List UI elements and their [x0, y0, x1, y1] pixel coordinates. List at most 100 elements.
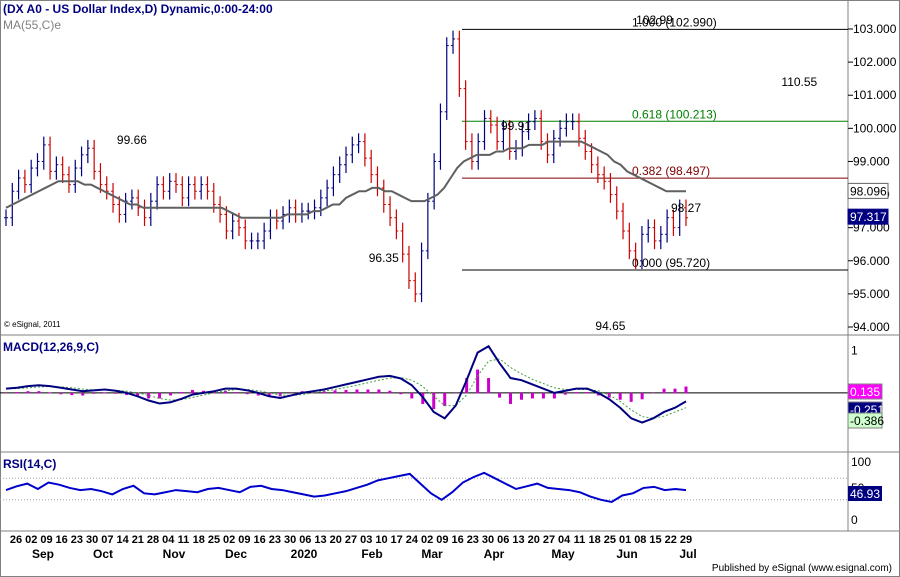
price-annotation: 99.66: [117, 133, 147, 147]
macd-histogram-bar: [92, 392, 96, 394]
macd-histogram-bar: [245, 392, 249, 395]
x-day-label: 22: [665, 534, 677, 546]
fib-level-label: 0.618 (100.213): [632, 107, 717, 121]
x-day-label: 25: [604, 534, 616, 546]
macd-histogram-bar: [684, 386, 688, 394]
price-annotation: 96.35: [369, 251, 399, 265]
ma-label: MA(55,C)e: [3, 18, 62, 32]
macd-histogram-bar: [476, 369, 480, 394]
macd-histogram-bar: [48, 392, 52, 394]
macd-histogram-bar: [344, 389, 348, 394]
macd-histogram-bar: [530, 392, 534, 399]
copyright-label: © eSignal, 2011: [4, 320, 61, 329]
x-day-label: 27: [345, 534, 357, 546]
macd-histogram-bar: [267, 392, 271, 397]
macd-histogram-bar: [410, 392, 414, 399]
macd-histogram-bar: [541, 392, 545, 399]
x-day-label: 06: [299, 534, 311, 546]
x-month-label: May: [551, 547, 575, 561]
price-y-tick-label: 103.000: [853, 22, 897, 36]
macd-histogram-bar: [640, 392, 644, 400]
macd-histogram-bar: [114, 392, 118, 394]
macd-histogram-bar: [618, 392, 622, 400]
ma-line: [5, 140, 686, 219]
macd-histogram-bar: [311, 391, 315, 394]
macd-histogram-bar: [596, 392, 600, 396]
x-day-label: 09: [436, 534, 448, 546]
x-month-label: 2020: [291, 547, 318, 561]
macd-histogram-bar: [4, 392, 8, 394]
x-day-label: 30: [284, 534, 296, 546]
macd-last-value-tag: [847, 383, 883, 400]
price-y-tick-label: 94.000: [853, 320, 890, 334]
macd-histogram-bar: [443, 392, 447, 407]
macd-histogram-bar: [26, 391, 30, 394]
x-month-label: Feb: [361, 547, 382, 561]
x-day-label: 04: [162, 534, 175, 546]
price-y-tick-label: 100.000: [853, 121, 897, 135]
macd-histogram-bar: [212, 391, 216, 394]
x-day-label: 09: [40, 534, 52, 546]
macd-histogram-bar: [651, 392, 655, 394]
macd-line: [5, 344, 687, 424]
macd-histogram-bar: [37, 391, 41, 394]
macd-histogram-bar: [574, 392, 578, 394]
x-day-label: 16: [451, 534, 463, 546]
macd-histogram-bar: [552, 392, 556, 399]
macd-histogram-bar: [190, 389, 194, 394]
macd-histogram-bar: [399, 392, 403, 395]
x-day-label: 17: [391, 534, 403, 546]
macd-histogram-bar: [585, 392, 589, 394]
x-day-label: 29: [680, 534, 692, 546]
macd-histogram-bar: [333, 390, 337, 394]
price-annotation: 110.55: [781, 75, 817, 89]
macd-histogram-bar: [179, 392, 183, 394]
x-day-label: 28: [147, 534, 159, 546]
x-day-label: 24: [406, 534, 419, 546]
macd-histogram-bar: [509, 392, 513, 404]
macd-histogram-bar: [147, 392, 151, 399]
rsi-last-value-tag: [848, 486, 882, 501]
price-y-tick-label: 101.000: [853, 88, 897, 102]
x-day-label: 23: [269, 534, 281, 546]
rsi-y-tick-label: 100: [851, 455, 871, 469]
macd-histogram-bar: [355, 389, 359, 394]
macd-histogram-bar: [498, 392, 502, 398]
x-day-label: 25: [208, 534, 220, 546]
price-y-tick-label: 102.000: [853, 55, 897, 69]
x-day-label: 14: [116, 534, 129, 546]
rsi-line: [5, 471, 687, 504]
macd-histogram-bar: [15, 392, 19, 394]
x-day-label: 02: [25, 534, 37, 546]
x-day-label: 23: [71, 534, 83, 546]
x-day-label: 11: [178, 534, 190, 546]
chart-title: (DX A0 - US Dollar Index,D) Dynamic,0:00…: [3, 2, 273, 16]
fib-level-label: 0.000 (95.720): [632, 256, 710, 270]
macd-histogram-bar: [256, 392, 260, 396]
macd-histogram-bar: [169, 392, 173, 396]
macd-histogram-bar: [136, 392, 140, 397]
x-day-label: 21: [132, 534, 144, 546]
macd-last-value-tag: [847, 412, 883, 429]
x-day-label: 11: [574, 534, 586, 546]
macd-histogram-bar: [388, 390, 392, 394]
macd-title: MACD(12,26,9,C): [3, 340, 99, 354]
x-day-label: 20: [528, 534, 540, 546]
price-annotation: 102.99: [636, 13, 673, 27]
price-y-tick-label: 95.000: [853, 287, 890, 301]
macd-panel: MACD(12,26,9,C) 10.135-0.251-0.386: [0, 340, 884, 429]
macd-histogram-bar: [158, 392, 162, 399]
x-day-label: 15: [649, 534, 661, 546]
x-day-label: 13: [314, 534, 326, 546]
fib-level-label: 1.000 (102.990): [632, 15, 717, 29]
macd-histogram-bar: [519, 392, 523, 400]
x-day-label: 13: [512, 534, 524, 546]
x-day-label: 04: [558, 534, 571, 546]
price-annotation: 99.91: [501, 119, 531, 133]
rsi-panel: RSI(14,C)10050046.93: [0, 455, 882, 527]
macd-y-tick-label: 1: [851, 343, 858, 357]
x-day-label: 27: [543, 534, 555, 546]
x-day-label: 16: [56, 534, 68, 546]
